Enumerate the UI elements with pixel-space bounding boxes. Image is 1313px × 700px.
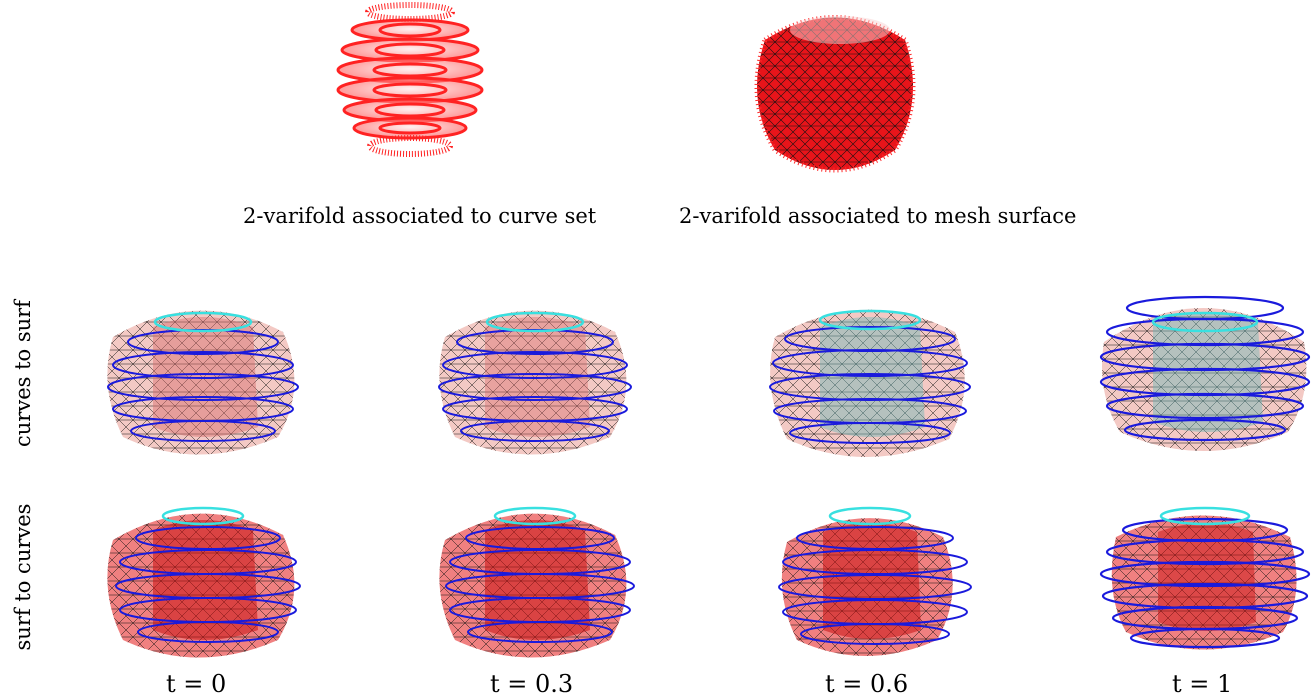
- curves-to-surf-frame-t03: [438, 310, 632, 455]
- caption-mesh-surface: 2-varifold associated to mesh surface: [679, 204, 1077, 228]
- surf-to-curves-frame-t0: [107, 506, 301, 658]
- surf-to-curves-frame-t03: [439, 506, 635, 658]
- row-label-surf-to-curves: surf to curves: [11, 503, 35, 651]
- time-label-t1: t = 1: [1172, 670, 1233, 698]
- row-label-curves-to-surf: curves to surf: [11, 300, 35, 447]
- surf-to-curves-frame-t06: [778, 506, 972, 656]
- time-label-t06: t = 0.6: [825, 670, 909, 698]
- curve-set-varifold-figure: [336, 2, 484, 157]
- curves-to-surf-frame-t06: [769, 309, 971, 457]
- time-label-t03: t = 0.3: [490, 670, 574, 698]
- curves-to-surf-frame-t1: [1099, 295, 1311, 451]
- curves-to-surf-frame-t0: [107, 310, 299, 455]
- time-label-t0: t = 0: [166, 670, 227, 698]
- surf-to-curves-frame-t1: [1099, 506, 1311, 650]
- caption-curve-set: 2-varifold associated to curve set: [243, 204, 597, 228]
- mesh-surface-varifold-figure: [754, 15, 916, 173]
